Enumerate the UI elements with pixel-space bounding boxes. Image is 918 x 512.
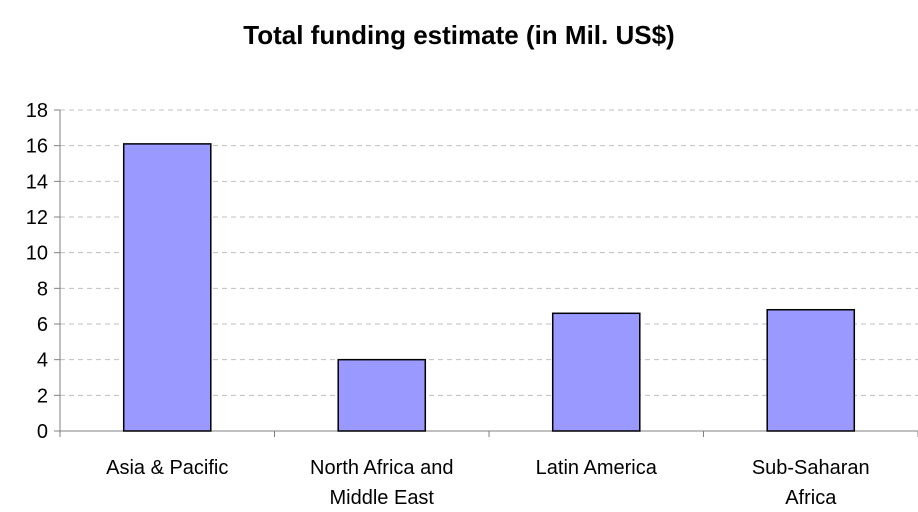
y-tick-label: 2: [37, 385, 48, 407]
bar: [551, 312, 641, 432]
category-label: Latin America: [536, 457, 658, 479]
y-tick-label: 14: [26, 171, 48, 193]
y-tick-labels: 0 2 4 6 8 10 12 14 16 18: [26, 100, 48, 443]
y-tick-label: 6: [37, 314, 48, 336]
chart-title: Total funding estimate (in Mil. US$): [243, 20, 675, 50]
y-tick-label: 0: [37, 421, 48, 443]
category-label: Sub-Saharan Africa: [752, 457, 870, 509]
y-tick-label: 8: [37, 278, 48, 300]
y-tick-label: 4: [37, 350, 48, 372]
bar: [337, 358, 427, 432]
y-tick-label: 12: [26, 207, 48, 229]
y-tick-label: 16: [26, 136, 48, 158]
category-labels: Asia & Pacific North Africa and Middle Eas…: [106, 457, 870, 509]
bar: [122, 143, 212, 432]
category-label: Asia & Pacific: [106, 457, 228, 479]
category-label: North Africa and Middle East: [310, 457, 453, 509]
y-tick-label: 18: [26, 100, 48, 122]
bars: [122, 143, 856, 432]
bar: [766, 308, 856, 432]
y-tick-label: 10: [26, 243, 48, 265]
